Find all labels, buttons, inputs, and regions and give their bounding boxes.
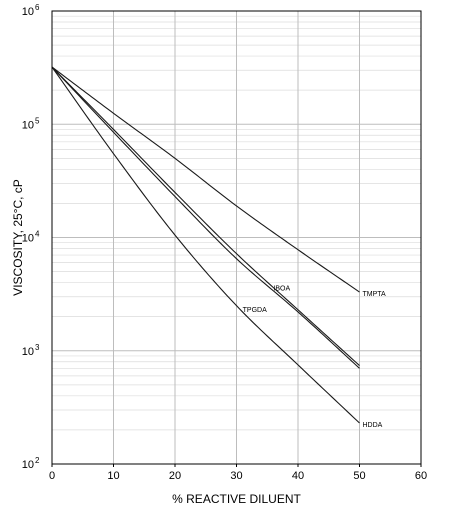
series-group [51, 66, 360, 424]
x-tick-label: 30 [230, 470, 242, 482]
y-tick-exponent: 5 [35, 116, 40, 125]
y-tick-exponent: 6 [35, 3, 40, 12]
series-line-tmpta [51, 66, 360, 293]
y-tick-label: 10 [22, 6, 34, 18]
x-tick-label: 50 [353, 470, 365, 482]
series-line-iboa [51, 66, 360, 366]
series-labels: TMPTA IBOA TPGDA HDDA [243, 286, 386, 429]
x-axis-ticks: 0 10 20 30 40 50 60 [49, 464, 427, 482]
x-tick-label: 10 [107, 470, 119, 482]
series-label-iboa: IBOA [273, 286, 290, 293]
series-line-tpgda [51, 66, 360, 369]
y-tick-exponent: 3 [35, 343, 40, 352]
y-tick-label: 10 [22, 346, 34, 358]
series-label-tmpta: TMPTA [363, 291, 387, 298]
series-label-hdda: HDDA [363, 422, 383, 429]
y-tick-label: 10 [22, 119, 34, 131]
x-tick-label: 40 [292, 470, 304, 482]
grid [52, 11, 421, 464]
y-axis-label: VISCOSITY, 25°C, cP [11, 179, 25, 296]
y-tick-label: 10 [22, 459, 34, 471]
x-tick-label: 60 [415, 470, 427, 482]
y-tick-exponent: 2 [35, 456, 40, 465]
y-tick-exponent: 4 [35, 230, 40, 239]
series-line-hdda [51, 66, 360, 424]
series-label-tpgda: TPGDA [243, 307, 267, 314]
x-tick-label: 0 [49, 470, 55, 482]
y-tick-label: 10 [22, 233, 34, 245]
x-tick-label: 20 [169, 470, 181, 482]
x-axis-label: % REACTIVE DILUENT [172, 492, 301, 506]
